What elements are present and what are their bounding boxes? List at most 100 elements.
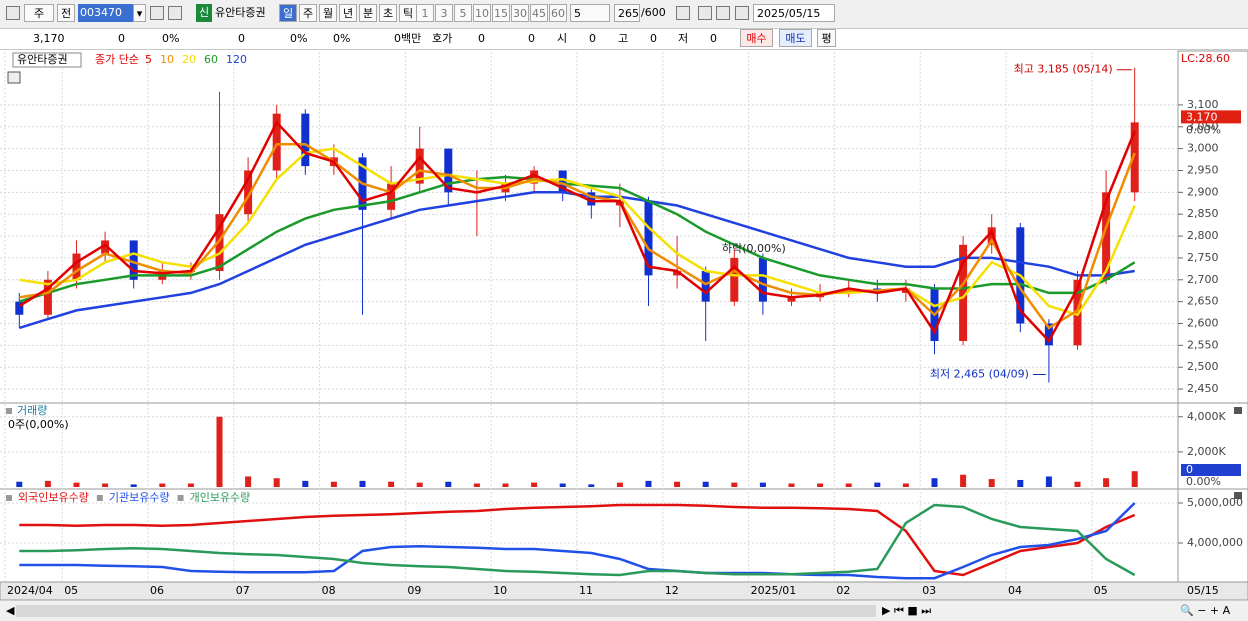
low: 0	[710, 32, 717, 45]
y-tick-label: 2,000K	[1187, 445, 1226, 458]
panel-close[interactable]	[1234, 492, 1242, 499]
interval-button[interactable]: 15	[492, 4, 510, 22]
code-dropdown[interactable]: ▾	[133, 4, 146, 22]
volume-bar	[44, 480, 51, 487]
ma-line	[18, 120, 1136, 344]
prev-button[interactable]: 전	[57, 4, 75, 22]
volume-bar	[902, 483, 909, 487]
x-tick-label: 2024/04	[7, 584, 53, 597]
period-button[interactable]: 주	[299, 4, 317, 22]
volume-bar	[159, 483, 166, 487]
candle-body	[43, 279, 52, 315]
y-tick-label: 2,450	[1187, 382, 1219, 395]
interval-button[interactable]: 60	[549, 4, 567, 22]
interval-button[interactable]: 45	[530, 4, 548, 22]
tool-icon[interactable]	[676, 6, 690, 20]
tool-icon[interactable]	[716, 6, 730, 20]
tool-icon[interactable]	[698, 6, 712, 20]
candle-body	[1102, 192, 1111, 280]
date-input[interactable]: 2025/05/15	[753, 4, 835, 22]
legend-entry: 60	[204, 53, 218, 66]
mid-annotation: 하락(0,00%)	[722, 241, 786, 255]
candle-body	[644, 201, 653, 276]
legend-entry: 기관보유수량	[109, 491, 170, 504]
x-tick-label: 10	[493, 584, 507, 597]
low-annotation: 최저 2,465 (04/09)	[930, 368, 1029, 381]
scroll-thumb[interactable]	[16, 605, 876, 617]
candle-body	[72, 253, 81, 280]
volume-bar	[187, 483, 194, 487]
volume-bar	[130, 484, 137, 487]
period-button[interactable]: 일	[279, 4, 297, 22]
panel-close[interactable]	[1234, 407, 1242, 414]
buy-button[interactable]: 매수	[740, 29, 773, 47]
interval-button[interactable]: 30	[511, 4, 529, 22]
scroll-left[interactable]: ◀	[6, 604, 15, 617]
legend-entry: 120	[226, 53, 247, 66]
avg-button[interactable]: 평	[817, 29, 836, 47]
volume-bar	[559, 483, 566, 487]
sound-icon[interactable]	[168, 6, 182, 20]
y-tick-label: 2,850	[1187, 207, 1219, 220]
rate: 0%	[162, 32, 180, 45]
holding-line	[19, 502, 1136, 580]
open-label: 시	[557, 32, 568, 45]
interval-button[interactable]: 10	[473, 4, 491, 22]
legend-marker	[6, 495, 12, 501]
legend-marker	[6, 408, 12, 414]
volume-bar	[874, 482, 881, 487]
period-button[interactable]: 틱	[399, 4, 417, 22]
volume-bar	[616, 482, 623, 487]
volume-subtitle: 0주(0,00%)	[8, 418, 69, 431]
interval-button[interactable]: 5	[454, 4, 472, 22]
legend-box	[12, 52, 82, 68]
period-button[interactable]: 년	[339, 4, 357, 22]
volume-bar	[1131, 471, 1138, 487]
volume-bar	[1074, 481, 1081, 487]
candle-body	[129, 240, 138, 280]
candle-body	[758, 257, 767, 302]
x-tick-label: 11	[579, 584, 593, 597]
interval-select[interactable]: 5	[570, 4, 610, 22]
candle-body	[272, 113, 281, 171]
y-tick-label: 4,000K	[1187, 410, 1226, 423]
panel-icon[interactable]	[7, 71, 21, 84]
zoom-controls[interactable]: 🔍 − + A	[1180, 603, 1231, 617]
sell-button[interactable]: 매도	[779, 29, 812, 47]
market-select[interactable]: 주	[24, 4, 54, 22]
volume-bar	[359, 480, 366, 487]
high-annotation: 최고 3,185 (05/14)	[1014, 63, 1113, 76]
current-volume-box	[1181, 464, 1241, 476]
candle-body	[415, 148, 424, 184]
candle-body	[1130, 122, 1139, 193]
volume-bar	[702, 481, 709, 487]
scroll-controls[interactable]: ▶ ⏮ ■ ⏭	[882, 604, 931, 617]
volume-title: 거래량	[17, 404, 47, 417]
settings-icon[interactable]	[735, 6, 749, 20]
count-input[interactable]: 265	[614, 4, 640, 22]
volume-bar	[817, 483, 824, 487]
volume-bar	[302, 480, 309, 487]
x-tick-label: 2025/01	[751, 584, 797, 597]
current-price-label: 3,170	[1186, 110, 1218, 123]
menu-icon[interactable]	[6, 6, 20, 20]
y-tick-label: 4,000,000	[1187, 536, 1243, 549]
code-input[interactable]: 003470	[78, 4, 134, 22]
candle-body	[587, 192, 596, 206]
x-tick-label: 06	[150, 584, 164, 597]
volume-bar	[1017, 479, 1024, 487]
interval-button[interactable]: 1	[416, 4, 434, 22]
candle-body	[701, 271, 710, 302]
legend-entry: 10	[160, 53, 174, 66]
x-tick-label: 07	[236, 584, 250, 597]
period-button[interactable]: 분	[359, 4, 377, 22]
volume-bar	[330, 481, 337, 487]
period-button[interactable]: 초	[379, 4, 397, 22]
legend-entry: 20	[182, 53, 196, 66]
period-button[interactable]: 월	[319, 4, 337, 22]
y-tick-label: 2,650	[1187, 295, 1219, 308]
search-icon[interactable]	[150, 6, 164, 20]
interval-button[interactable]: 3	[435, 4, 453, 22]
